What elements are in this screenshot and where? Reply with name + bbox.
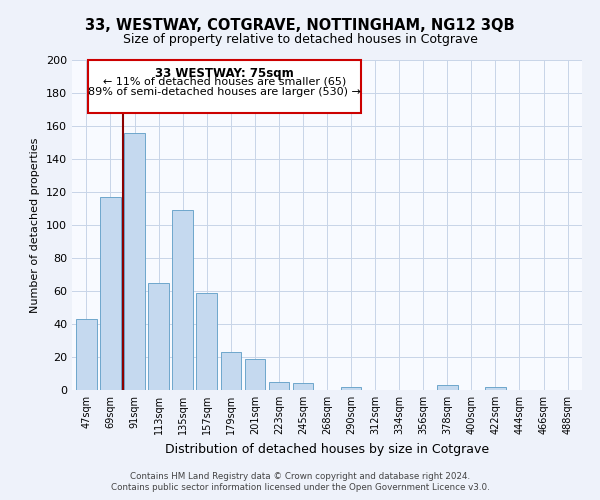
Text: 89% of semi-detached houses are larger (530) →: 89% of semi-detached houses are larger (… (88, 87, 361, 97)
Bar (293, 384, 313, 390)
Bar (485, 386, 506, 390)
Bar (124, 132, 145, 390)
Text: ← 11% of detached houses are smaller (65): ← 11% of detached houses are smaller (65… (103, 76, 346, 86)
Bar (269, 382, 289, 390)
Bar (341, 386, 361, 390)
X-axis label: Distribution of detached houses by size in Cotgrave: Distribution of detached houses by size … (165, 442, 489, 456)
FancyBboxPatch shape (88, 60, 361, 113)
Bar (245, 358, 265, 390)
Text: 33 WESTWAY: 75sqm: 33 WESTWAY: 75sqm (155, 66, 294, 80)
Bar (148, 283, 169, 390)
Bar (76, 319, 97, 390)
Bar (100, 197, 121, 390)
Text: Contains HM Land Registry data © Crown copyright and database right 2024.
Contai: Contains HM Land Registry data © Crown c… (110, 472, 490, 492)
Bar (221, 352, 241, 390)
Bar (437, 385, 458, 390)
Bar (172, 210, 193, 390)
Y-axis label: Number of detached properties: Number of detached properties (31, 138, 40, 312)
Text: 33, WESTWAY, COTGRAVE, NOTTINGHAM, NG12 3QB: 33, WESTWAY, COTGRAVE, NOTTINGHAM, NG12 … (85, 18, 515, 32)
Text: Size of property relative to detached houses in Cotgrave: Size of property relative to detached ho… (122, 32, 478, 46)
Bar (196, 292, 217, 390)
